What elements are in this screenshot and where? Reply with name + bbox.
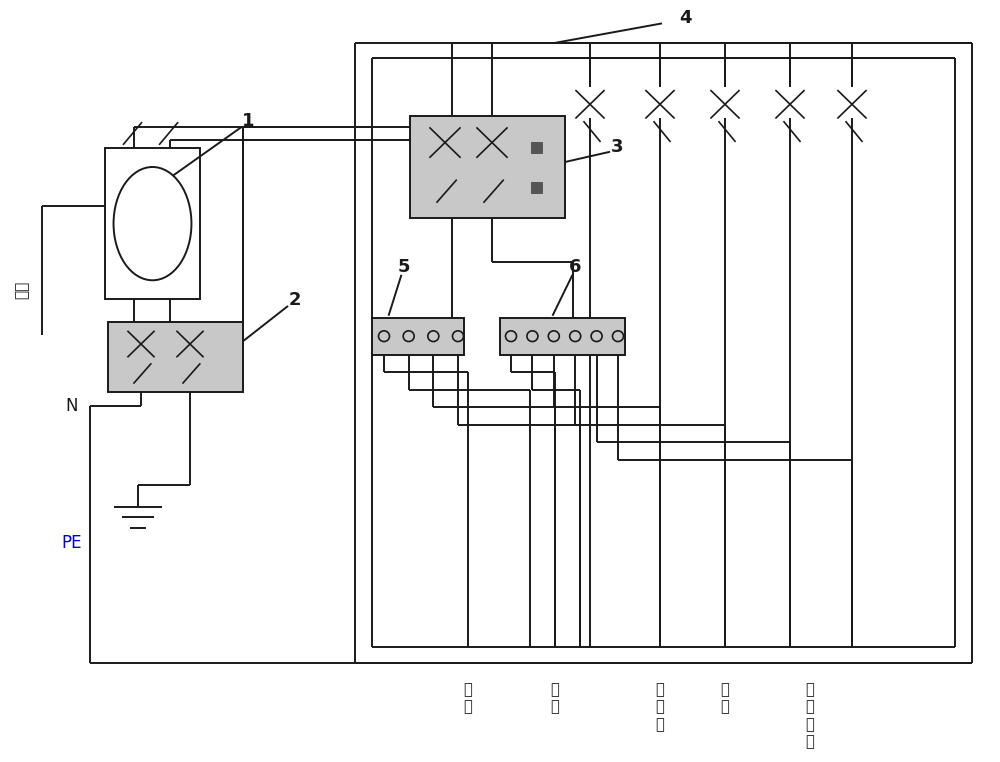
Text: 一
般
插
座: 一 般 插 座 — [806, 682, 814, 749]
Text: 火线: 火线 — [14, 280, 30, 299]
Text: 4: 4 — [679, 8, 691, 27]
Text: 3: 3 — [611, 138, 623, 155]
Text: 卫
生
间: 卫 生 间 — [656, 682, 664, 732]
Circle shape — [403, 331, 414, 341]
Bar — [410, 116, 565, 218]
Circle shape — [506, 331, 516, 341]
Ellipse shape — [114, 167, 191, 280]
Circle shape — [591, 331, 602, 341]
Bar — [108, 322, 243, 392]
Bar — [532, 143, 542, 153]
Text: 照
明: 照 明 — [464, 682, 472, 715]
Circle shape — [613, 331, 624, 341]
Text: 5: 5 — [398, 258, 410, 276]
Bar — [372, 318, 464, 354]
Bar — [532, 183, 542, 193]
Text: PE: PE — [62, 533, 82, 552]
Circle shape — [570, 331, 581, 341]
Bar — [500, 318, 625, 354]
Circle shape — [548, 331, 559, 341]
Circle shape — [379, 331, 390, 341]
Circle shape — [452, 331, 464, 341]
Text: 厨
房: 厨 房 — [551, 682, 559, 715]
Text: N: N — [66, 397, 78, 415]
Text: 1: 1 — [242, 112, 254, 130]
Circle shape — [527, 331, 538, 341]
Bar — [105, 148, 200, 299]
Circle shape — [428, 331, 439, 341]
Text: 2: 2 — [289, 291, 301, 309]
Text: 6: 6 — [569, 258, 581, 276]
Text: 空
调: 空 调 — [721, 682, 729, 715]
